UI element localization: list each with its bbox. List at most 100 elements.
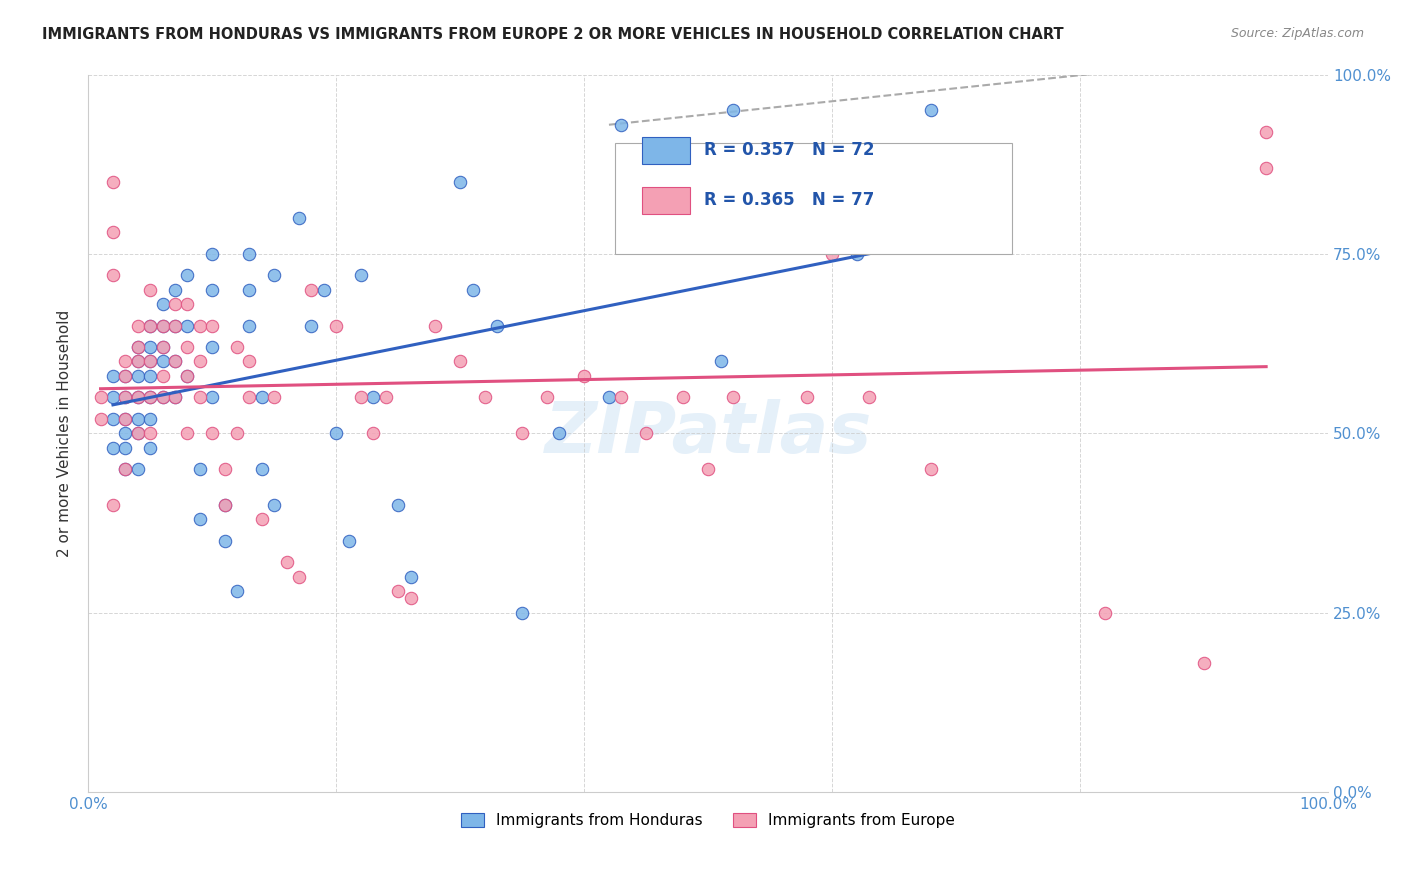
Point [721,390,744,404]
Point [127,426,149,441]
Point [1192,656,1215,670]
Point [821,247,844,261]
Point [188,390,211,404]
Point [90,412,112,426]
Point [201,390,224,404]
Point [101,225,124,239]
Point [163,354,186,368]
Point [114,390,136,404]
Point [139,441,162,455]
Point [510,426,533,441]
Point [139,340,162,354]
Point [474,390,496,404]
Point [325,426,347,441]
Point [325,318,347,333]
Point [759,211,782,225]
Point [399,591,422,606]
Point [101,368,124,383]
Point [276,555,298,569]
Point [176,268,198,283]
Point [152,297,174,311]
Point [114,368,136,383]
Text: Source: ZipAtlas.com: Source: ZipAtlas.com [1230,27,1364,40]
Point [188,462,211,476]
Point [139,412,162,426]
Point [176,368,198,383]
Point [214,533,236,548]
Point [425,318,447,333]
Point [1256,161,1278,175]
Point [127,426,149,441]
Point [363,390,385,404]
Point [152,390,174,404]
Point [188,512,211,526]
Point [139,354,162,368]
Point [250,390,273,404]
Point [238,354,260,368]
Point [288,570,311,584]
Point [176,297,198,311]
Point [101,268,124,283]
Point [214,462,236,476]
Point [152,340,174,354]
Point [101,412,124,426]
Point [387,584,409,599]
Point [163,390,186,404]
Point [796,390,818,404]
Point [152,340,174,354]
Point [299,318,322,333]
Point [449,354,471,368]
Point [114,412,136,426]
Point [114,412,136,426]
Point [114,441,136,455]
Point [163,283,186,297]
Text: IMMIGRANTS FROM HONDURAS VS IMMIGRANTS FROM EUROPE 2 OR MORE VEHICLES IN HOUSEHO: IMMIGRANTS FROM HONDURAS VS IMMIGRANTS F… [42,27,1064,42]
Point [1094,606,1116,620]
Point [101,498,124,512]
Point [387,498,409,512]
Point [127,354,149,368]
Point [350,390,373,404]
Point [449,175,471,189]
Point [139,354,162,368]
Point [845,247,868,261]
Point [152,390,174,404]
Point [486,318,509,333]
FancyBboxPatch shape [643,187,689,214]
Point [188,318,211,333]
Point [721,103,744,118]
Point [163,318,186,333]
Point [709,354,731,368]
Point [114,462,136,476]
Point [163,390,186,404]
Point [697,462,720,476]
Point [127,462,149,476]
Point [127,390,149,404]
Point [152,354,174,368]
Point [945,161,967,175]
Point [176,368,198,383]
Text: ZIPatlas: ZIPatlas [544,399,872,467]
FancyBboxPatch shape [643,137,689,164]
Point [263,390,285,404]
Point [127,368,149,383]
Point [672,390,695,404]
Point [337,533,360,548]
Legend: Immigrants from Honduras, Immigrants from Europe: Immigrants from Honduras, Immigrants fro… [456,807,962,835]
Point [536,390,558,404]
Point [299,283,322,297]
Point [572,368,595,383]
Point [399,570,422,584]
Point [250,512,273,526]
Point [201,340,224,354]
Point [114,462,136,476]
Point [163,297,186,311]
Point [90,390,112,404]
Point [201,283,224,297]
Point [214,498,236,512]
Point [214,498,236,512]
Point [226,426,249,441]
Point [374,390,396,404]
Point [114,426,136,441]
Point [163,354,186,368]
